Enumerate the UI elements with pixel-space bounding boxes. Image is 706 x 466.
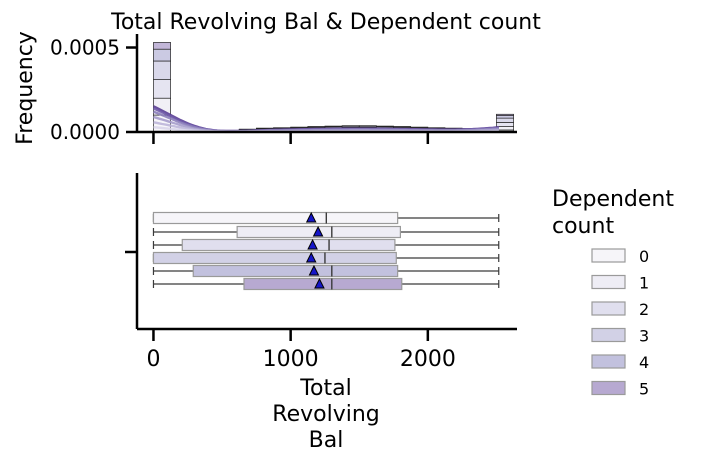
mean-marker: [305, 211, 317, 223]
x-axis-label: Total Revolving Bal: [272, 376, 379, 453]
box-series-2: [152, 238, 500, 252]
histogram-bar: [153, 48, 171, 62]
legend-label-0: 0: [639, 247, 649, 266]
legend-title-line-1: Dependent: [552, 187, 674, 212]
legend: Dependent count 0 1 2 3 4 5: [552, 187, 674, 399]
mean-marker: [314, 277, 325, 289]
histogram-bar: [153, 60, 171, 80]
x-axis-label-line-3: Bal: [309, 428, 344, 453]
hist-y-tick-label: 0.0000: [50, 120, 120, 144]
histogram-bar: [496, 126, 514, 131]
histogram-bar: [496, 122, 514, 127]
legend-swatch-2: [591, 301, 626, 316]
histogram-bar: [153, 42, 171, 50]
hist-y-axis-label: Frequency: [13, 31, 38, 145]
legend-label-3: 3: [639, 327, 649, 346]
histogram-bar: [153, 79, 171, 99]
box: [181, 238, 396, 252]
histogram-bar: [324, 125, 343, 127]
histogram-bar: [341, 125, 360, 127]
histogram-bars: [153, 42, 514, 133]
mean-marker: [308, 264, 320, 276]
mean-marker: [307, 238, 318, 250]
box-series-1: [152, 225, 500, 239]
box-series-5: [152, 277, 500, 291]
legend-label-5: 5: [639, 380, 649, 399]
mean-marker: [305, 251, 317, 263]
histogram-bar: [496, 113, 514, 116]
legend-swatch-0: [591, 248, 626, 263]
histogram-panel: 0.0000 0.0005: [50, 34, 517, 144]
x-tick-label: 1000: [263, 347, 319, 372]
hist-ticks: 0.0000 0.0005: [50, 36, 430, 144]
histogram-bar: [376, 125, 394, 127]
histogram-bar: [496, 115, 514, 119]
x-axis-label-line-1: Total: [299, 376, 351, 401]
histogram-bar: [496, 117, 514, 123]
legend-swatch-4: [591, 354, 626, 369]
legend-label-2: 2: [639, 300, 649, 319]
boxplot-panel: 0 1000 2000: [125, 173, 517, 372]
box: [152, 251, 397, 265]
legend-title-line-2: count: [552, 214, 614, 239]
legend-label-1: 1: [639, 274, 649, 293]
legend-swatch-5: [591, 380, 626, 396]
chart-title: Total Revolving Bal & Dependent count: [110, 10, 541, 35]
legend-swatch-1: [591, 274, 626, 290]
x-tick-label: 0: [146, 347, 160, 372]
box: [192, 264, 399, 278]
mean-marker: [312, 225, 324, 237]
legend-swatch-3: [591, 327, 626, 343]
legend-label-4: 4: [639, 353, 649, 372]
box-series-3: [152, 251, 500, 265]
boxplot-boxes: [152, 211, 500, 291]
hist-y-tick-label: 0.0005: [50, 36, 120, 60]
x-tick-label: 2000: [400, 347, 456, 372]
box-series-0: [152, 211, 500, 225]
x-axis-label-line-2: Revolving: [272, 402, 379, 427]
legend-items: 0 1 2 3 4 5: [591, 247, 649, 399]
box: [152, 211, 399, 225]
box-series-4: [152, 264, 500, 278]
box: [243, 277, 403, 291]
histogram-bar: [358, 125, 377, 127]
box-x-ticks: 0 1000 2000: [146, 329, 456, 372]
